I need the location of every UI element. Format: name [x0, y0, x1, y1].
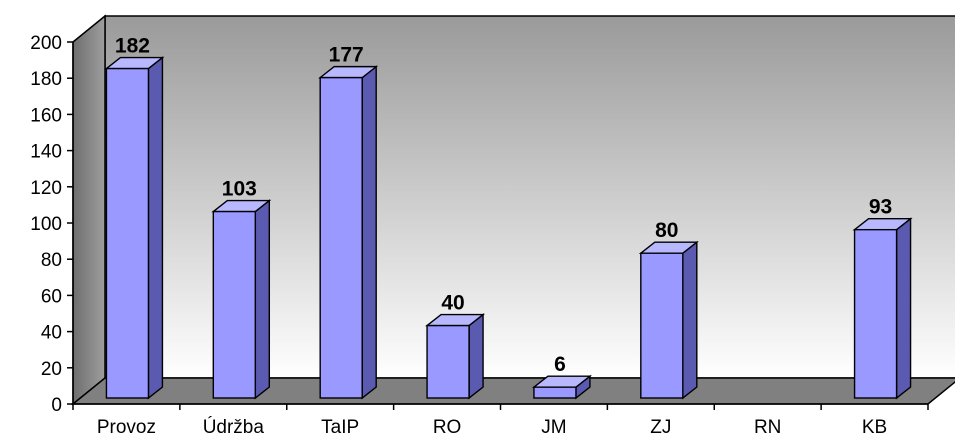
category-label: RO [433, 417, 462, 438]
bar-front [319, 76, 363, 399]
y-tick-label: 60 [41, 286, 62, 307]
data-label: 6 [554, 353, 566, 376]
data-label: 40 [441, 292, 464, 315]
data-label: 182 [115, 35, 150, 58]
data-label: 80 [655, 219, 678, 242]
y-tick-label: 0 [51, 395, 62, 416]
y-tick-label: 160 [30, 105, 62, 126]
bar [211, 199, 272, 400]
bar-side [895, 217, 912, 400]
bar-side [147, 56, 164, 400]
bar-side [254, 199, 271, 400]
bar-front [105, 67, 150, 399]
y-tick-label: 40 [41, 323, 62, 344]
bar [852, 217, 913, 400]
category-label: Údržba [203, 416, 265, 438]
bar [638, 240, 699, 400]
y-tick-label: 180 [30, 69, 62, 90]
side-wall [72, 14, 106, 406]
data-label: 93 [869, 196, 892, 219]
bar-side [682, 240, 698, 400]
y-tick-label: 120 [30, 178, 62, 199]
bar [531, 374, 592, 400]
data-label: 177 [329, 44, 364, 67]
y-tick-label: 100 [30, 214, 62, 235]
category-label: RN [754, 417, 781, 438]
category-label: TaIP [321, 417, 359, 438]
y-tick-label: 200 [30, 33, 62, 54]
y-tick-label: 20 [41, 359, 62, 380]
y-tick-label: 80 [41, 250, 62, 271]
bar [318, 65, 379, 400]
category-label: ZJ [650, 417, 671, 438]
chart-walls [70, 14, 955, 406]
bar-front [640, 252, 684, 399]
floor [70, 377, 955, 405]
bar-side [361, 65, 377, 400]
y-tick-label: 140 [30, 142, 62, 163]
bar [104, 56, 165, 400]
category-label: KB [862, 417, 887, 438]
bar-front [853, 228, 898, 399]
category-label: JM [541, 417, 566, 438]
bar-side [468, 313, 484, 400]
category-label: Provoz [97, 417, 156, 438]
data-label: 103 [222, 178, 257, 201]
value-axis: 0 20 40 60 80 100 120 140 160 180 200 [30, 33, 928, 416]
bar-series: 182 103 177 40 6 80 93 [104, 35, 913, 400]
bar-front [212, 210, 257, 399]
bar [425, 313, 486, 400]
category-axis: Provoz Údržba TaIP RO JM ZJ RN KB [72, 404, 929, 438]
bar-front [533, 386, 577, 399]
bar-front [426, 324, 470, 399]
